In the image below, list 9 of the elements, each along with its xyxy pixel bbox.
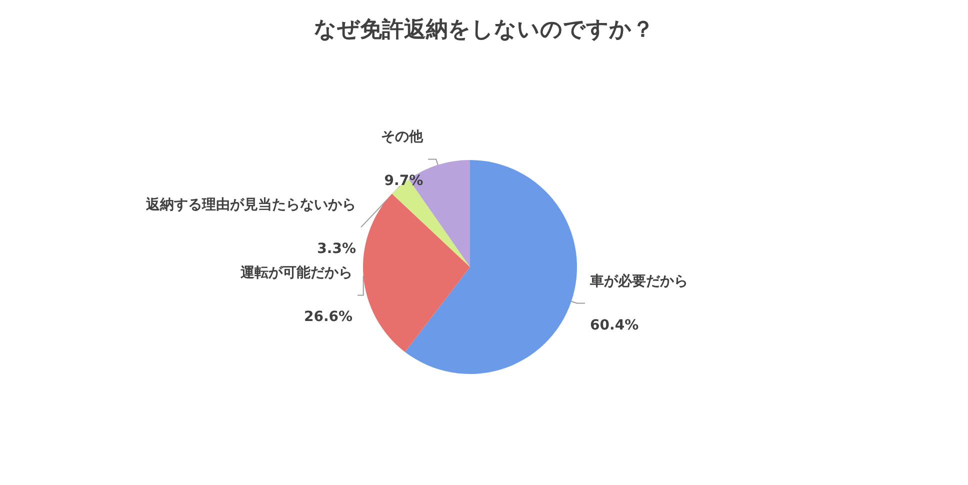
data-label: 9.7% <box>384 173 424 190</box>
slice-label: 車が必要だから <box>589 272 688 290</box>
chart-title: なぜ免許返納をしないのですか？ <box>314 18 654 42</box>
slice-label: 運転が可能だから <box>240 265 353 282</box>
data-label: 3.3% <box>317 241 356 258</box>
slice-label: その他 <box>381 129 424 146</box>
slice-label: 返納する理由が見当たらないから <box>145 196 356 214</box>
data-label: 26.6% <box>304 309 353 326</box>
data-label: 60.4% <box>590 317 639 334</box>
